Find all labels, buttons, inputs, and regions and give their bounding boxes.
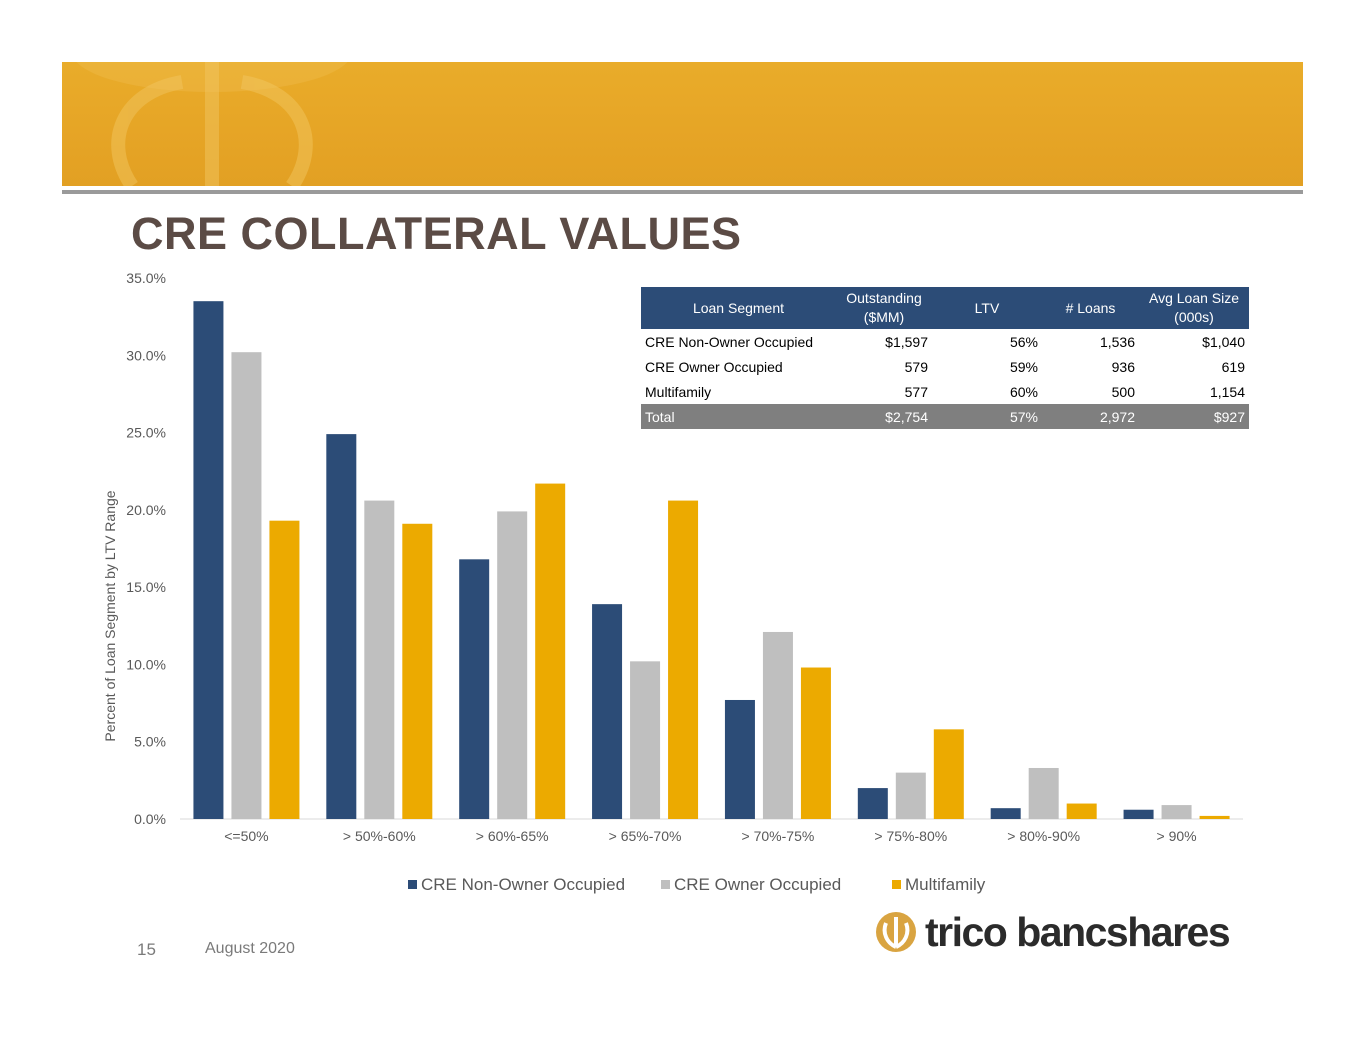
table-header-row: Loan Segment Outstanding ($MM) LTV # Loans Av… (641, 287, 1249, 329)
table-row: CRE Non-Owner Occupied $1,597 56% 1,536 $1,0… (641, 329, 1249, 354)
wheat-logo-icon (876, 912, 916, 952)
legend-label: CRE Owner Occupied (674, 875, 841, 894)
y-tick-label: 20.0% (126, 502, 166, 518)
bar (231, 352, 262, 819)
bar (630, 661, 661, 819)
x-tick-label: > 50%-60% (343, 828, 416, 844)
legend-swatch (408, 880, 417, 889)
bar (269, 520, 300, 819)
bar (364, 500, 395, 819)
page-number: 15 (137, 940, 156, 959)
table-cell: 577 (904, 383, 928, 400)
table-header-cell: # Loans (1042, 287, 1139, 329)
bar (1199, 815, 1230, 819)
table-cell: 619 (1221, 358, 1245, 375)
table-header-cell: Avg Loan Size (000s) (1139, 287, 1249, 329)
bar (762, 631, 793, 819)
bar (1123, 809, 1154, 819)
bar (857, 788, 888, 819)
table-row: Multifamily 577 60% 500 1,154 (641, 379, 1249, 404)
bar (1066, 803, 1097, 819)
y-tick-label: 25.0% (126, 425, 166, 441)
bar (535, 483, 566, 819)
x-tick-label: > 75%-80% (874, 828, 947, 844)
table-body: CRE Non-Owner Occupied $1,597 56% 1,536 $1,0… (641, 329, 1249, 429)
table-cell: $1,040 (1202, 333, 1245, 350)
banner-divider (62, 190, 1303, 194)
table-cell: 57% (932, 404, 1042, 429)
table-header-cell: Outstanding ($MM) (836, 287, 932, 329)
company-logo: trico bancshares (875, 908, 1231, 956)
bar (800, 667, 831, 819)
table-cell: 579 (904, 358, 928, 375)
row-label: CRE Owner Occupied (645, 358, 783, 375)
table-cell: 500 (1111, 383, 1135, 400)
table-row: CRE Owner Occupied 579 59% 936 619 (641, 354, 1249, 379)
bar (402, 523, 433, 819)
x-tick-label: <=50% (224, 828, 268, 844)
legend-swatch (892, 880, 901, 889)
logo-wordmark: trico bancshares (925, 908, 1231, 955)
banner-pattern-icon (76, 62, 348, 186)
bar (933, 729, 964, 819)
bar (459, 559, 490, 819)
footer-date: August 2020 (205, 940, 295, 957)
bar (326, 434, 357, 819)
x-tick-label: > 70%-75% (742, 828, 815, 844)
table-cell: 1,154 (1209, 383, 1245, 400)
bar (497, 511, 528, 819)
bar (1028, 767, 1059, 819)
table-header-cell: Loan Segment (641, 287, 836, 329)
x-tick-label: > 90% (1157, 828, 1197, 844)
y-tick-label: 0.0% (134, 811, 166, 827)
x-tick-label: > 65%-70% (609, 828, 682, 844)
table-header-cell: LTV (932, 287, 1042, 329)
row-label: CRE Non-Owner Occupied (645, 333, 814, 350)
legend-label: Multifamily (905, 875, 986, 894)
table-total-row: Total $2,754 57% 2,972 $927 (641, 404, 1249, 429)
row-label: Multifamily (645, 383, 712, 400)
page-title: CRE COLLATERAL VALUES (131, 208, 742, 259)
bar (1161, 805, 1192, 819)
row-label: Total (641, 404, 836, 429)
table-cell: $1,597 (885, 333, 928, 350)
legend-swatch (661, 880, 670, 889)
legend-label: CRE Non-Owner Occupied (421, 875, 625, 894)
y-tick-label: 30.0% (126, 347, 166, 363)
bar (895, 772, 926, 819)
table-cell: $927 (1139, 404, 1249, 429)
y-tick-label: 15.0% (126, 579, 166, 595)
table-cell: 59% (1009, 358, 1038, 375)
table-cell: 2,972 (1042, 404, 1139, 429)
header-banner (62, 62, 1303, 186)
table-cell: 936 (1111, 358, 1135, 375)
x-tick-label: > 80%-90% (1007, 828, 1080, 844)
table-cell: $2,754 (836, 404, 932, 429)
loan-segment-table: Loan Segment Outstanding ($MM) LTV # Loans Av… (641, 287, 1249, 429)
x-tick-label: > 60%-65% (476, 828, 549, 844)
table-cell: 1,536 (1099, 333, 1135, 350)
table-cell: 56% (1009, 333, 1038, 350)
bar (990, 808, 1021, 819)
y-tick-label: 10.0% (126, 656, 166, 672)
bar (592, 604, 623, 819)
y-tick-label: 35.0% (126, 270, 166, 286)
bar (193, 301, 224, 820)
bar (668, 500, 699, 819)
y-axis-title: Percent of Loan Segment by LTV Range (102, 490, 118, 741)
y-tick-label: 5.0% (134, 734, 166, 750)
table-cell: 60% (1009, 383, 1038, 400)
bar (724, 699, 755, 819)
